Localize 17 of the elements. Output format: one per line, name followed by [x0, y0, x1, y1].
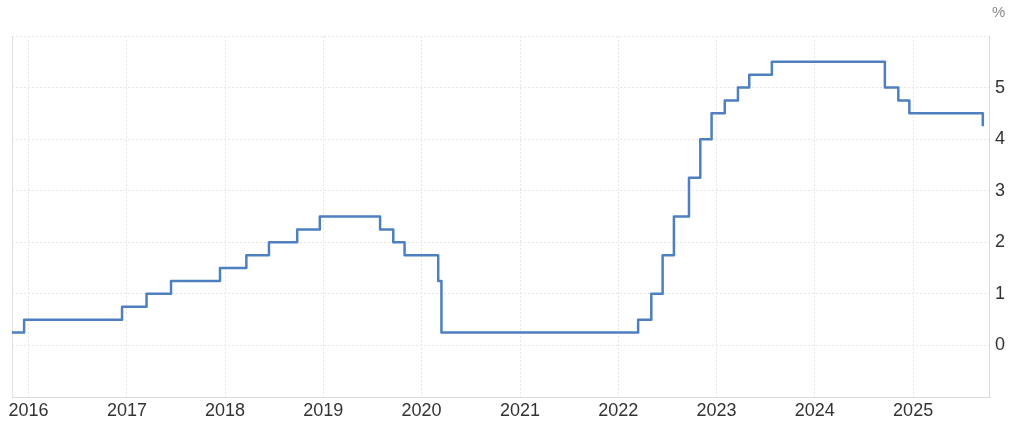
- y-tick-label: 1: [995, 282, 1006, 303]
- x-tick-label: 2024: [794, 399, 835, 420]
- y-tick-label: 3: [995, 179, 1006, 200]
- y-tick-label: 4: [995, 128, 1006, 149]
- x-tick-label: 2020: [401, 399, 442, 420]
- y-tick-label: 0: [995, 334, 1006, 355]
- x-tick-label: 2021: [499, 399, 541, 420]
- x-tick-label: 2016: [8, 399, 49, 420]
- y-tick-label: 2: [995, 231, 1006, 252]
- x-tick-label: 2019: [303, 399, 344, 420]
- x-tick-label: 2022: [598, 399, 639, 420]
- y-axis-title: %: [992, 3, 1006, 21]
- x-tick-label: 2023: [696, 399, 737, 420]
- x-tick-label: 2017: [106, 399, 147, 420]
- x-tick-label: 2025: [893, 399, 934, 420]
- x-tick-label: 2018: [205, 399, 246, 420]
- y-tick-label: 5: [995, 76, 1006, 97]
